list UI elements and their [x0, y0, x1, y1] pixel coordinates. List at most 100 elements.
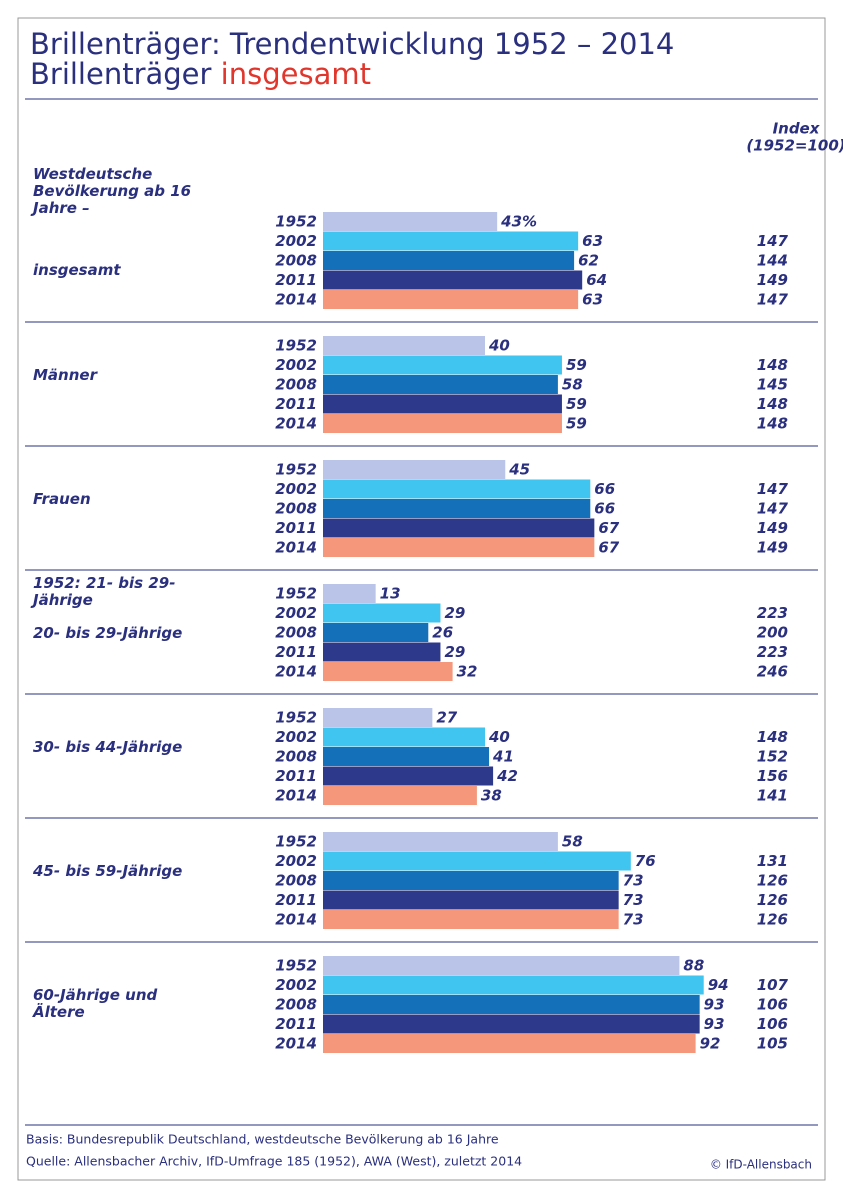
- index-value: 126: [757, 871, 788, 889]
- year-label: 2011: [275, 1015, 317, 1033]
- bar: [323, 270, 583, 290]
- index-value: 200: [757, 623, 788, 641]
- note: Basis: Bundesrepublik Deutschland, westd…: [26, 1132, 499, 1147]
- group-label: insgesamt: [33, 260, 121, 279]
- bar: [323, 727, 485, 747]
- value-label: 67: [598, 519, 619, 537]
- value-label: 27: [436, 708, 457, 726]
- year-label: 2014: [275, 538, 317, 556]
- value-label: 64: [586, 271, 607, 289]
- index-value: 152: [757, 747, 788, 765]
- index-value: 105: [757, 1034, 788, 1052]
- bar: [323, 414, 562, 433]
- bar: [323, 766, 494, 786]
- bar: [323, 1034, 696, 1053]
- index-value: 141: [757, 786, 788, 804]
- value-label: 92: [700, 1034, 721, 1052]
- year-label: 2002: [275, 728, 317, 746]
- index-value: 149: [757, 538, 788, 556]
- bar: [323, 290, 579, 309]
- value-label: 62: [578, 251, 599, 269]
- index-value: 106: [757, 995, 788, 1013]
- bar: [323, 642, 441, 662]
- bar: [323, 518, 595, 538]
- value-label: 45: [508, 460, 530, 478]
- year-label: 2011: [275, 519, 317, 537]
- year-label: 2014: [275, 290, 317, 308]
- value-label: 73: [623, 891, 644, 909]
- year-label: 2008: [275, 623, 317, 641]
- value-label: 58: [562, 832, 583, 850]
- chart-title: Brillenträger: Trendentwicklung 1952 – 2…: [30, 27, 674, 61]
- value-label: 93: [704, 1015, 725, 1033]
- index-value: 131: [757, 852, 788, 870]
- year-label: 2002: [275, 232, 317, 250]
- year-label: 1952: [275, 584, 317, 602]
- value-label: 41: [492, 747, 514, 765]
- index-value: 107: [757, 976, 789, 994]
- bar: [323, 910, 619, 929]
- bar: [323, 375, 558, 394]
- year-label: 2014: [275, 414, 317, 432]
- value-label: 26: [432, 623, 453, 641]
- year-label: 1952: [275, 460, 317, 478]
- year-label: 1952: [275, 212, 317, 230]
- index-value: 148: [757, 728, 788, 746]
- year-label: 2008: [275, 871, 317, 889]
- value-label: 29: [444, 604, 465, 622]
- bar: [323, 394, 562, 414]
- bar: [323, 786, 477, 805]
- value-label: 40: [488, 728, 510, 746]
- index-value: 144: [757, 251, 788, 269]
- group-label: Männer: [33, 366, 97, 384]
- bar: [323, 336, 485, 355]
- bar: [323, 975, 704, 995]
- frame: [17, 17, 826, 1181]
- credit: © IfD-Allensbach: [710, 1158, 812, 1172]
- bar: [323, 995, 700, 1014]
- bar: [323, 538, 595, 557]
- value-label: 59: [566, 395, 587, 413]
- note: Quelle: Allensbacher Archiv, IfD-Umfrage…: [26, 1154, 522, 1169]
- group-label: 45- bis 59-Jährige: [33, 862, 183, 880]
- bar: [323, 460, 506, 479]
- bar: [323, 871, 619, 890]
- bar: [323, 623, 429, 642]
- subtitle-highlight: insgesamt: [221, 57, 371, 91]
- year-label: 2014: [275, 910, 317, 928]
- year-label: 2014: [275, 1034, 317, 1052]
- year-label: 2011: [275, 643, 317, 661]
- value-label: 66: [594, 499, 615, 517]
- index-value: 149: [757, 271, 788, 289]
- year-label: 2002: [275, 604, 317, 622]
- group-label: Westdeutsche Bevölkerung ab 16 Jahre –: [33, 165, 192, 217]
- index-value: 246: [757, 662, 788, 680]
- value-label: 32: [457, 662, 478, 680]
- year-label: 2008: [275, 499, 317, 517]
- value-label: 42: [496, 767, 518, 785]
- value-label: 43%: [500, 212, 537, 230]
- bar: [323, 832, 558, 851]
- year-label: 2008: [275, 995, 317, 1013]
- bar: [323, 747, 490, 766]
- bar: [323, 212, 498, 231]
- value-label: 40: [488, 336, 510, 354]
- value-label: 63: [582, 232, 603, 250]
- bar: [323, 251, 575, 270]
- value-label: 76: [635, 852, 656, 870]
- bar: [323, 231, 579, 251]
- value-label: 59: [566, 356, 587, 374]
- bar: [323, 708, 433, 727]
- value-label: 66: [594, 480, 615, 498]
- index-value: 147: [757, 480, 789, 498]
- value-label: 67: [598, 538, 619, 556]
- index-value: 126: [757, 891, 788, 909]
- index-value: 223: [757, 643, 788, 661]
- year-label: 2011: [275, 767, 317, 785]
- year-label: 2002: [275, 356, 317, 374]
- bar: [323, 890, 619, 910]
- bar: [323, 479, 591, 499]
- value-label: 73: [623, 871, 644, 889]
